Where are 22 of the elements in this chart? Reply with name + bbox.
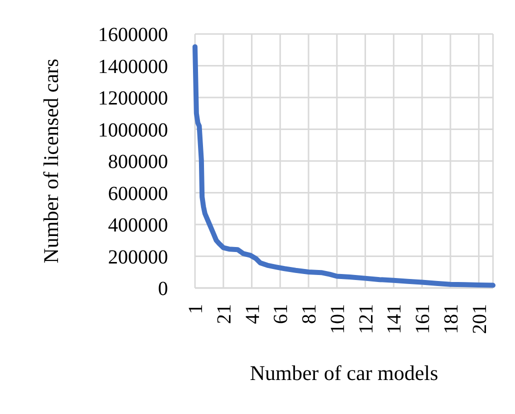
- y-tick-label: 1000000: [98, 119, 168, 142]
- x-tick-label: 81: [298, 304, 321, 324]
- y-tick-label: 600000: [108, 182, 168, 205]
- y-tick-label: 200000: [108, 246, 168, 268]
- y-tick-label: 1600000: [98, 24, 168, 46]
- y-axis-title: Number of licensed cars: [39, 58, 63, 264]
- x-tick-label: 201: [468, 304, 491, 334]
- y-tick-label: 800000: [108, 151, 168, 173]
- x-tick-label: 21: [213, 304, 236, 324]
- y-tick-label: 400000: [108, 214, 168, 236]
- y-tick-label: 0: [158, 278, 168, 300]
- x-tick-label: 61: [270, 304, 292, 324]
- x-tick-label: 121: [355, 304, 378, 334]
- x-tick-label: 1: [185, 304, 207, 314]
- x-tick-label: 161: [412, 304, 434, 334]
- x-tick-label: 101: [326, 304, 349, 334]
- y-tick-label: 1400000: [98, 56, 168, 78]
- x-tick-label: 41: [242, 304, 264, 324]
- x-tick-label: 181: [440, 304, 462, 334]
- x-axis-title: Number of car models: [250, 361, 438, 385]
- y-tick-label: 1200000: [98, 88, 168, 110]
- x-tick-label: 141: [384, 304, 406, 334]
